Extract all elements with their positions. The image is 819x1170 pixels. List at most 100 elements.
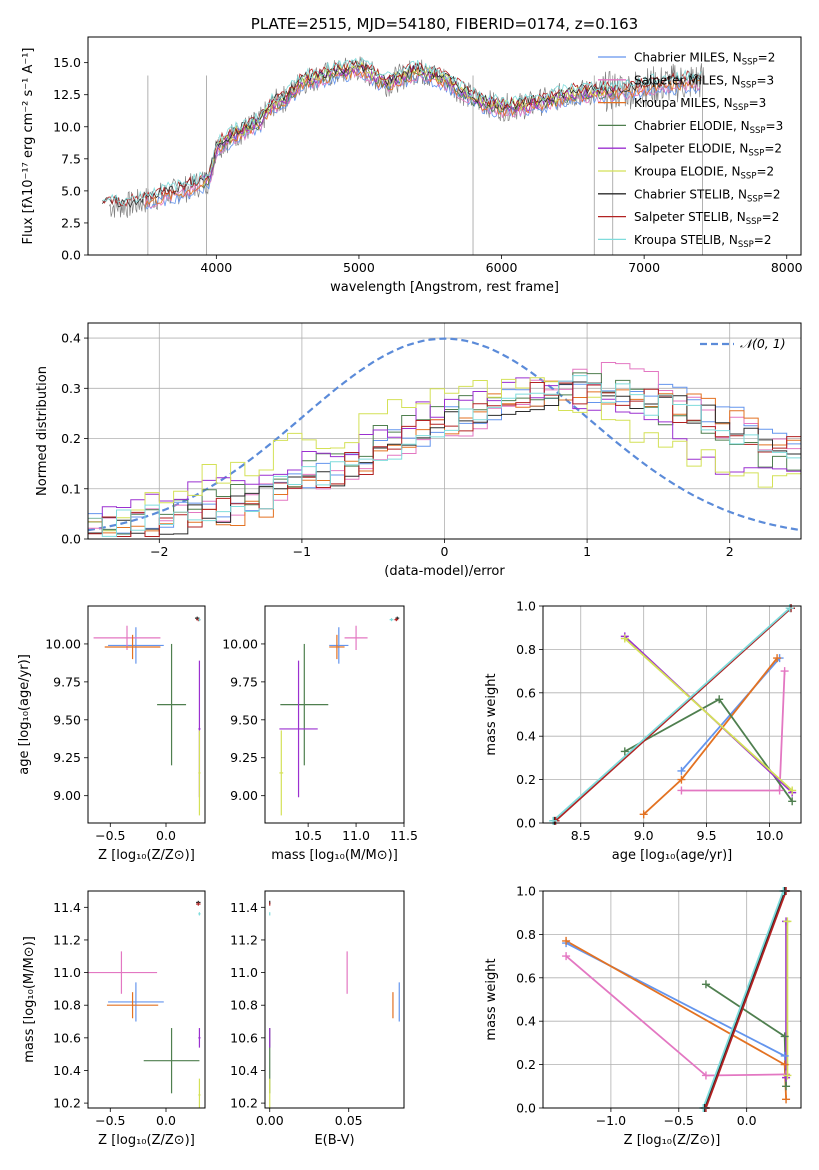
weight-marker (701, 980, 710, 989)
y-axis-label: mass [log₁₀(M/M⊙)] (22, 936, 37, 1063)
panel-5: −0.5 0.0 10.2 10.4 10.6 10.8 11.0 11.2 11.4 Z [lo… (22, 890, 206, 1148)
y-tick-label: 0.6 (516, 970, 536, 985)
legend-label: Salpeter MILES, NSSP=3 (634, 73, 774, 90)
weight-line (681, 671, 786, 792)
y-tick-label: 7.5 (61, 151, 81, 166)
legend-label-main: Salpeter STELIB, N (634, 210, 746, 224)
histogram-step (88, 381, 801, 535)
gaussian-curve (88, 337, 801, 532)
y-tick-label: 11.4 (53, 900, 81, 915)
x-tick-label: 0.0 (156, 1113, 176, 1128)
y-tick-label: 0.3 (61, 381, 81, 396)
weight-marker (782, 1082, 791, 1091)
y-tick-label: 9.75 (53, 674, 81, 689)
legend-label-tail: =2 (756, 165, 774, 179)
y-tick-label: 2.5 (61, 215, 81, 230)
legend-label-tail: =3 (749, 96, 767, 110)
x-tick-label: 0.05 (335, 1113, 363, 1128)
legend: 𝒩(0, 1) (700, 336, 786, 351)
x-tick-label: 11.5 (390, 828, 418, 843)
legend-label-tail: =3 (766, 119, 784, 133)
weight-marker (783, 1071, 792, 1080)
x-tick-label: 0.0 (156, 828, 176, 843)
legend-label: 𝒩(0, 1) (740, 336, 786, 351)
x-tick-label: 0.0 (737, 1113, 757, 1128)
weight-line (705, 891, 787, 1108)
legend-label: Chabrier STELIB, NSSP=2 (634, 187, 781, 204)
y-axis-label: age [log₁₀(age/yr)] (17, 654, 32, 775)
y-tick-label: 10.2 (53, 1096, 81, 1111)
x-tick-label: −1 (293, 544, 311, 559)
weight-marker (773, 654, 782, 663)
legend-label-tail: =2 (762, 210, 780, 224)
panel-7: −1.0 −0.5 0.0 0.0 0.2 0.4 0.6 0.8 1.0 Z [log₁₀(Z/… (484, 884, 802, 1148)
y-tick-label: 5.0 (61, 183, 81, 198)
y-tick-label: 10.8 (53, 998, 81, 1013)
legend-label-tail: =2 (764, 142, 782, 156)
x-tick-label: 11.0 (342, 828, 370, 843)
legend-label: Kroupa ELODIE, NSSP=2 (634, 165, 774, 182)
y-tick-label: 0.8 (516, 642, 536, 657)
legend-label-sub: SSP (747, 194, 763, 204)
x-axis-label: wavelength [Angstrom, rest frame] (330, 280, 559, 295)
y-tick-label: 0.0 (61, 532, 81, 547)
y-tick-label: 0.1 (61, 481, 81, 496)
y-tick-label: 9.50 (53, 712, 81, 727)
weight-marker (620, 747, 629, 756)
y-tick-label: 0.0 (516, 1101, 536, 1116)
y-tick-label: 0.2 (61, 431, 81, 446)
y-tick-label: 11.0 (230, 965, 258, 980)
panel-2: −0.5 0.0 9.00 9.25 9.50 9.75 10.00 Z [log₁₀(Z/Z… (17, 605, 206, 863)
panel-3: 10.5 11.0 11.5 9.00 9.25 9.50 9.75 10.00 mass [l… (222, 605, 418, 863)
panel-4: 8.5 9.0 9.5 10.0 0.0 0.2 0.4 0.6 0.8 1.0 age [log₁… (484, 599, 802, 863)
panel-6: 0.00 0.05 10.2 10.4 10.6 10.8 11.0 11.2 11.4 E(B-… (230, 890, 405, 1148)
y-tick-label: 1.0 (516, 599, 536, 614)
y-axis-label: mass weight (484, 958, 499, 1040)
legend-label-main: Salpeter ELODIE, N (634, 142, 748, 156)
plot-area (93, 616, 201, 816)
axes-frame (87, 322, 802, 540)
plot-area (88, 337, 801, 537)
legend-label-main: Salpeter MILES, N (634, 73, 741, 87)
legend-label-sub: SSP (733, 103, 749, 113)
y-tick-label: 9.00 (230, 788, 258, 803)
weight-marker (715, 695, 724, 704)
legend-label: Kroupa MILES, NSSP=3 (634, 96, 766, 113)
legend-label-sub: SSP (750, 126, 766, 136)
weight-marker (783, 917, 792, 926)
x-axis-label: Z [log₁₀(Z/Z⊙)] (98, 848, 195, 863)
axes-frame (87, 890, 206, 1109)
y-tick-label: 11.2 (53, 932, 81, 947)
y-tick-label: 9.75 (230, 674, 258, 689)
y-tick-label: 0.4 (516, 729, 536, 744)
weight-marker (775, 786, 784, 795)
legend-label-main: Kroupa MILES, N (634, 96, 733, 110)
x-tick-label: 8000 (771, 260, 803, 275)
x-tick-label: 0 (441, 544, 449, 559)
y-tick-label: 11.2 (230, 932, 258, 947)
legend-label-sub: SSP (741, 172, 757, 182)
y-tick-label: 10.2 (230, 1096, 258, 1111)
x-tick-label: 2 (726, 544, 734, 559)
y-tick-label: 0.0 (61, 248, 81, 263)
x-tick-label: 4000 (200, 260, 232, 275)
weight-line (702, 891, 785, 1108)
axes-frame (264, 890, 405, 1109)
legend-label-sub: SSP (748, 149, 764, 159)
weight-marker (562, 952, 571, 961)
y-tick-label: 9.25 (53, 750, 81, 765)
y-axis-label: Normed distribution (35, 366, 50, 496)
legend-label-tail: =2 (758, 51, 776, 65)
weight-marker (780, 1051, 789, 1060)
legend-label-main: Chabrier STELIB, N (634, 187, 747, 201)
x-tick-label: 7000 (628, 260, 660, 275)
x-axis-label: Z [log₁₀(Z/Z⊙)] (98, 1133, 195, 1148)
weight-marker (677, 766, 686, 775)
weight-marker (639, 810, 648, 819)
x-axis-label: mass [log₁₀(M/M⊙)] (271, 848, 398, 863)
model-spectrum-line (101, 59, 702, 208)
y-tick-label: 1.0 (516, 884, 536, 899)
x-tick-label: 8.5 (571, 828, 591, 843)
